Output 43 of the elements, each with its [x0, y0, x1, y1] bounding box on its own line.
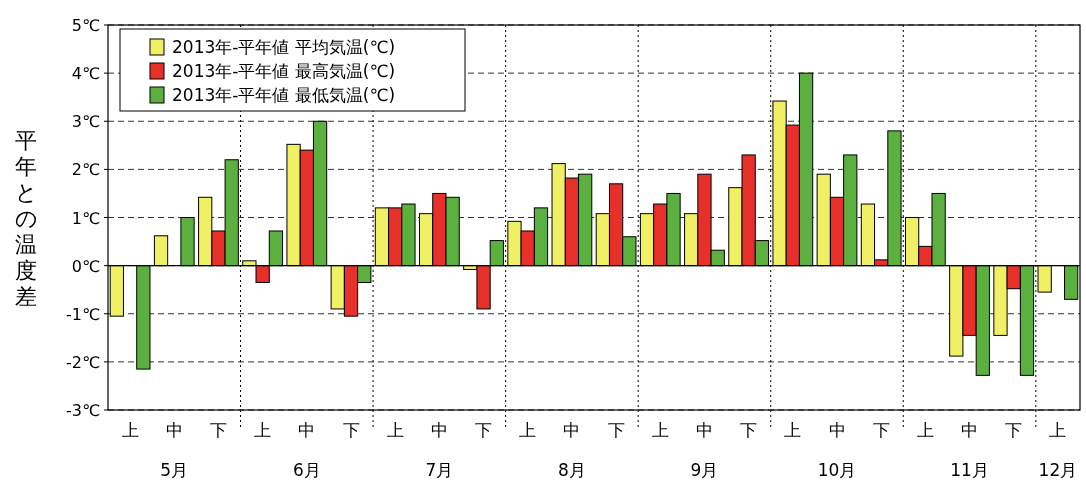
text: 8月 [558, 460, 586, 480]
x-tick-label: 上 [916, 420, 934, 440]
text: 10月 [817, 460, 857, 480]
x-tick-label: 下 [475, 420, 493, 440]
x-tick-label: 中 [430, 420, 448, 440]
x-tick-label: 下 [1005, 420, 1023, 440]
y-tick-label: 4℃ [71, 64, 101, 84]
legend-label: 2013年-平年値 最低気温(℃) [172, 85, 396, 105]
x-tick-label: 中 [298, 420, 316, 440]
y-tick-label: 2℃ [71, 160, 101, 180]
x-tick-label: 中 [828, 420, 846, 440]
text: 12月 [1038, 460, 1078, 480]
y-tick-label: 1℃ [71, 208, 101, 228]
y-axis-title: 平年との温度差 [14, 127, 38, 309]
x-tick-label: 中 [961, 420, 979, 440]
x-tick-label: 上 [254, 420, 272, 440]
legend-label: 2013年-平年値 最高気温(℃) [172, 61, 396, 81]
x-tick-label: 上 [121, 420, 139, 440]
y-tick-label: -2℃ [66, 352, 101, 372]
x-tick-label: 下 [607, 420, 625, 440]
y-tick-label: -3℃ [66, 401, 101, 420]
text: 6月 [292, 460, 321, 480]
x-tick-label: 上 [784, 420, 802, 440]
legend-label: 2013年-平年値 平均気温(℃) [172, 37, 396, 57]
x-tick-label: 下 [740, 420, 758, 440]
text: 7月 [425, 460, 454, 480]
x-tick-label: 上 [519, 420, 537, 440]
x-tick-label: 中 [563, 420, 581, 440]
x-tick-label: 下 [209, 420, 227, 440]
x-tick-label: 下 [872, 420, 890, 440]
x-tick-label: 中 [695, 420, 713, 440]
y-tick-label: 3℃ [71, 112, 101, 132]
x-tick-label: 中 [165, 420, 183, 440]
y-tick-label: 5℃ [71, 16, 101, 35]
x-tick-label: 上 [1049, 420, 1067, 440]
text: 11月 [950, 460, 989, 480]
x-tick-label: 上 [386, 420, 404, 440]
x-tick-label: 上 [651, 420, 669, 440]
y-tick-label: 0℃ [71, 256, 101, 276]
text: 9月 [690, 460, 719, 480]
x-tick-label: 下 [342, 420, 360, 440]
text: 5月 [160, 460, 189, 480]
y-tick-label: -1℃ [66, 304, 101, 324]
